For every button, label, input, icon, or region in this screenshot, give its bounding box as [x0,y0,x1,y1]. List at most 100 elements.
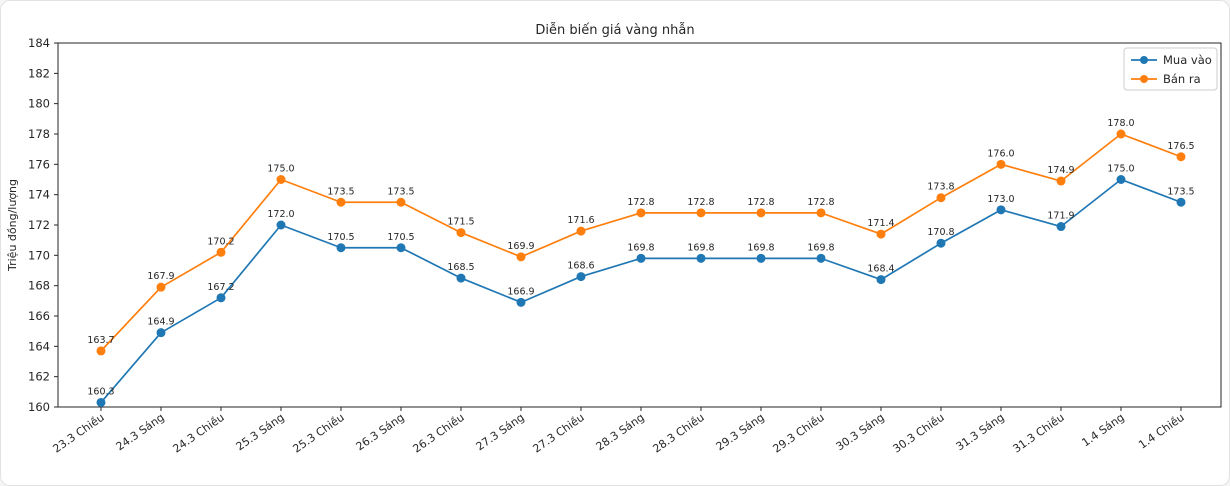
data-point [816,253,826,263]
data-point-label: 170.5 [387,232,414,243]
data-point-label: 173.8 [927,182,954,193]
y-tick-label: 174 [28,188,50,202]
data-point [1116,129,1126,139]
data-point-label: 172.8 [747,197,774,208]
x-axis: 23.3 Chiều 24.3 Sáng 24.3 Chiều 25.3 Sáng 25… [51,407,1187,456]
data-point [996,159,1006,169]
data-point-label: 176.0 [987,148,1014,159]
data-point [936,238,946,248]
legend-item-mua-vào: Mua vào [1131,53,1212,67]
data-point-label: 168.6 [567,261,594,272]
data-point-label: 169.9 [507,241,534,252]
x-tick-label: 29.3 Sáng [714,411,767,454]
x-tick-label: 30.3 Chiều [891,411,947,456]
data-point-label: 176.5 [1167,141,1194,152]
data-point [336,243,346,253]
data-point-label: 172.8 [627,197,654,208]
data-point-label: 173.5 [1167,186,1194,197]
y-tick-label: 166 [28,309,50,323]
y-tick-label: 160 [28,400,50,414]
data-point-label: 170.8 [927,227,954,238]
data-point [396,197,406,207]
data-point [156,328,166,338]
data-point [756,208,766,218]
series-mua-vào: 160.3 164.9 167.2 172.0 170.5 170.5 168.5 166.9… [87,164,1195,407]
x-tick-label: 1.4 Chiều [1136,411,1186,452]
data-point [1056,176,1066,186]
data-point-label: 169.8 [807,242,834,253]
legend: Mua vào Bán ra [1123,47,1218,91]
x-tick-label: 27.3 Chiều [531,411,587,456]
y-tick-label: 170 [28,248,50,262]
data-point-label: 169.8 [687,242,714,253]
data-point [576,226,586,236]
data-point [516,297,526,307]
data-point-label: 172.8 [687,197,714,208]
data-point-label: 171.5 [447,217,474,228]
data-point-label: 160.3 [87,386,114,397]
data-point [276,175,286,184]
data-point [276,220,286,230]
y-tick-label: 178 [28,127,50,141]
data-point-label: 170.2 [207,236,234,247]
data-point-label: 168.4 [867,264,894,275]
x-tick-label: 28.3 Sáng [594,411,647,454]
legend-label: Mua vào [1163,53,1212,67]
x-tick-label: 23.3 Chiều [51,411,107,456]
data-point [1176,152,1186,162]
data-point [576,272,586,282]
data-point-label: 173.0 [987,194,1014,205]
plot-frame [57,42,1222,408]
y-tick-label: 164 [28,339,50,353]
data-point [1176,197,1186,207]
data-point-label: 173.5 [387,186,414,197]
data-point-label: 172.8 [807,197,834,208]
data-point [936,193,946,203]
data-point [96,346,106,356]
data-point [696,253,706,263]
legend-marker [1140,56,1148,64]
x-tick-label: 26.3 Sáng [354,411,407,454]
data-point-label: 175.0 [267,164,294,175]
data-point [816,208,826,218]
data-point-label: 173.5 [327,186,354,197]
x-tick-label: 1.4 Sáng [1079,411,1126,450]
x-tick-label: 27.3 Sáng [474,411,527,454]
y-axis: 160 162 164 166 168 170 172 174 176 178 180 182 184 [28,36,58,414]
y-tick-label: 168 [28,279,50,293]
data-point [876,275,886,285]
data-point-label: 163.7 [87,335,114,346]
data-point [756,253,766,263]
x-tick-label: 24.3 Sáng [114,411,167,454]
data-point-label: 169.8 [627,242,654,253]
data-point [636,208,646,218]
x-tick-label: 26.3 Chiều [411,411,467,456]
data-point-label: 167.9 [147,271,174,282]
data-point-label: 171.9 [1047,211,1074,222]
data-point-label: 170.5 [327,232,354,243]
data-point [456,273,466,283]
data-point-label: 174.9 [1047,165,1074,176]
legend-item-bán-ra: Bán ra [1131,72,1201,86]
data-point [636,253,646,263]
data-point [696,208,706,218]
x-tick-label: 25.3 Chiều [291,411,347,456]
data-point [336,197,346,207]
data-point [516,252,526,262]
y-tick-label: 180 [28,97,50,111]
y-tick-label: 176 [28,157,50,171]
x-tick-label: 30.3 Sáng [834,411,887,454]
data-point [1056,222,1066,232]
data-point [996,205,1006,215]
data-point-label: 178.0 [1107,118,1134,129]
data-point [96,397,106,407]
x-tick-label: 24.3 Chiều [171,411,227,456]
data-point [156,282,166,292]
x-tick-label: 25.3 Sáng [234,411,287,454]
data-point-label: 172.0 [267,209,294,220]
y-tick-label: 184 [28,36,50,50]
x-tick-label: 28.3 Chiều [651,411,707,456]
legend-label: Bán ra [1163,72,1201,86]
